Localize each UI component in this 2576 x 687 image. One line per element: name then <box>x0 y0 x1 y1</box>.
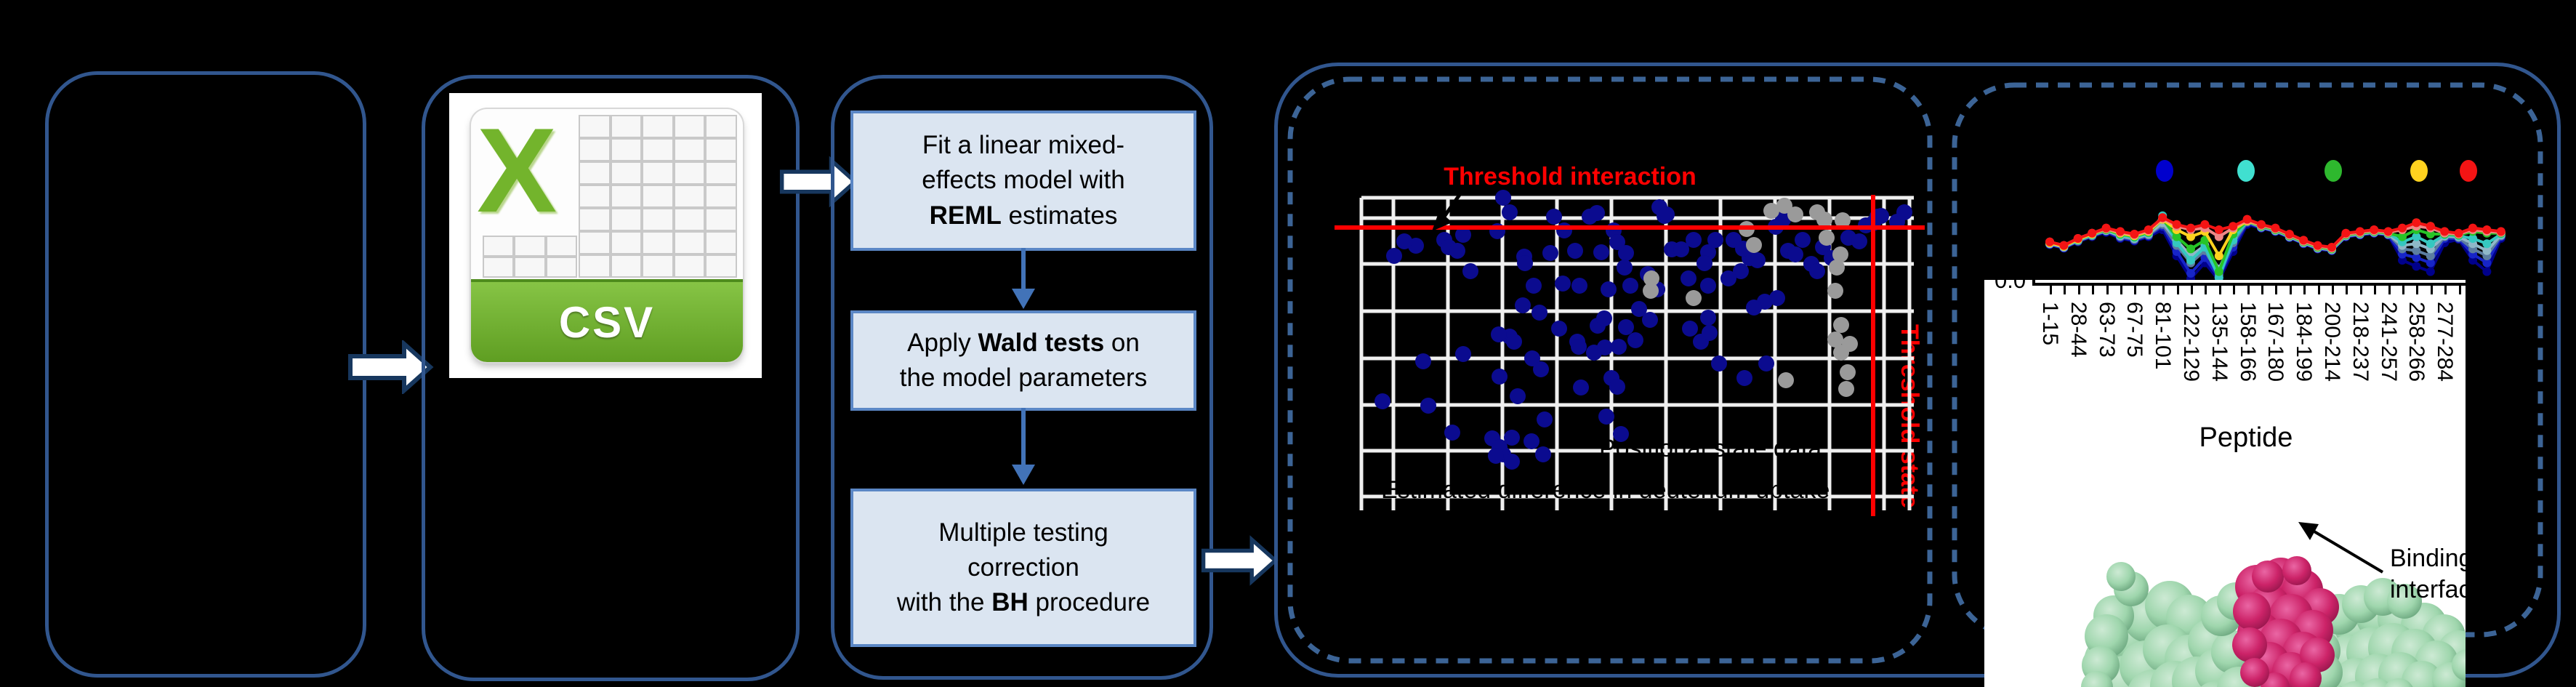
flow-box-wald-line1: Apply Wald tests on <box>907 328 1140 357</box>
uptake-ytick-0: 0.0 <box>1995 280 2026 293</box>
flow-arrow-2-icon <box>1012 408 1035 485</box>
peptide-figure-box: 0.0 1-15 28-44 63-73 67-75 81-101 122-129 135-… <box>1984 280 2466 687</box>
flow-box-bh-line1: Multiple testing <box>938 518 1108 547</box>
threshold-interaction-label: Threshold interaction <box>1444 163 1696 190</box>
csv-photo: X CSV <box>449 93 762 378</box>
uptake-xtick <box>2050 286 2052 294</box>
uptake-xtick <box>2374 286 2377 294</box>
spreadsheet-grid-large <box>579 115 737 278</box>
peptide-axis-title: Peptide <box>2199 422 2293 453</box>
uptake-xtick <box>2261 286 2263 294</box>
uptake-xlabel: 158-166 <box>2235 302 2260 382</box>
uptake-xtick <box>2444 286 2447 294</box>
uptake-xtick <box>2359 286 2362 294</box>
flow-box-lmm-line2: effects model with <box>922 166 1125 195</box>
panel-csv <box>422 75 800 681</box>
uptake-xtick <box>2458 286 2461 294</box>
flow-box-lmm: Fit a linear mixed- effects model with R… <box>850 111 1196 251</box>
dashed-border-scatter <box>1287 76 1933 664</box>
uptake-xtick <box>2275 286 2278 294</box>
uptake-yaxis-stub <box>2032 280 2035 284</box>
flow-box-lmm-line3: REML estimates <box>929 201 1118 230</box>
uptake-xlabel: 1-15 <box>2038 302 2062 346</box>
uptake-xtick <box>2430 286 2433 294</box>
uptake-xtick <box>2064 286 2066 294</box>
panel-statistics <box>831 75 1213 680</box>
flow-arrow-1-icon <box>1012 248 1035 309</box>
threshold-state-label: Threshold state <box>1896 324 1923 509</box>
excel-x-glyph: X <box>477 109 558 237</box>
panel-results <box>1274 63 2561 678</box>
uptake-xtick <box>2247 286 2250 294</box>
block-arrow-1-icon <box>348 340 434 394</box>
flow-box-bh-line2: correction <box>967 553 1079 582</box>
flow-box-bh-line3: with the BH procedure <box>896 588 1151 617</box>
hidden-annotation-arrow-icon <box>1432 186 1467 231</box>
uptake-xlabel: 63-73 <box>2094 302 2119 358</box>
uptake-xtick <box>2332 286 2334 294</box>
uptake-xlabel: 258-266 <box>2404 302 2429 382</box>
spreadsheet-grid-small <box>483 236 577 278</box>
uptake-xlabel: 81-101 <box>2151 302 2175 370</box>
csv-label: CSV <box>558 297 656 347</box>
uptake-xtick <box>2162 286 2165 294</box>
uptake-xtick <box>2176 286 2179 294</box>
uptake-xtick <box>2346 286 2348 294</box>
scatter-hidden-axis-text: Estimated difference in deuterium uptake <box>1381 476 1830 504</box>
uptake-xtick <box>2120 286 2122 294</box>
block-arrow-3-icon <box>1201 535 1279 586</box>
uptake-xtick <box>2134 286 2137 294</box>
uptake-xtick <box>2388 286 2391 294</box>
uptake-xlabel: 241-257 <box>2376 302 2401 382</box>
uptake-xtick <box>2303 286 2306 294</box>
uptake-xlabel: 277-284 <box>2433 302 2458 382</box>
uptake-xtick <box>2317 286 2320 294</box>
uptake-xtick <box>2092 286 2095 294</box>
flow-box-lmm-line1: Fit a linear mixed- <box>922 131 1125 160</box>
uptake-xlabel: 200-214 <box>2320 302 2344 382</box>
protein-structure-image <box>2081 522 2466 687</box>
uptake-xtick <box>2148 286 2151 294</box>
csv-file-icon: X CSV <box>471 109 743 362</box>
uptake-xlabel: 218-237 <box>2348 302 2372 382</box>
binding-interface-caption: Binding interface <box>2390 545 2466 603</box>
uptake-xaxis-line <box>2032 283 2466 286</box>
flow-box-wald-line2: the model parameters <box>899 363 1148 392</box>
scatter-hidden-caption: Positional state data <box>1599 435 1822 462</box>
uptake-xlabel: 67-75 <box>2122 302 2147 358</box>
uptake-xlabel: 122-129 <box>2179 302 2203 382</box>
csv-label-bar: CSV <box>471 279 743 362</box>
uptake-xlabel: 28-44 <box>2066 302 2090 358</box>
panel-input <box>45 71 366 678</box>
uptake-xtick <box>2218 286 2221 294</box>
uptake-xlabel: 184-199 <box>2292 302 2317 382</box>
uptake-xtick <box>2402 286 2404 294</box>
uptake-xtick <box>2205 286 2207 294</box>
uptake-xtick <box>2233 286 2236 294</box>
flow-box-bh: Multiple testing correction with the BH … <box>850 489 1196 647</box>
uptake-xtick <box>2289 286 2292 294</box>
uptake-xlabel: 135-144 <box>2207 302 2231 382</box>
uptake-xlabel: 167-180 <box>2263 302 2288 382</box>
uptake-xtick <box>2191 286 2193 294</box>
uptake-xtick <box>2077 286 2080 294</box>
flow-box-wald: Apply Wald tests on the model parameters <box>850 310 1196 411</box>
uptake-xtick <box>2416 286 2419 294</box>
uptake-xtick <box>2106 286 2109 294</box>
